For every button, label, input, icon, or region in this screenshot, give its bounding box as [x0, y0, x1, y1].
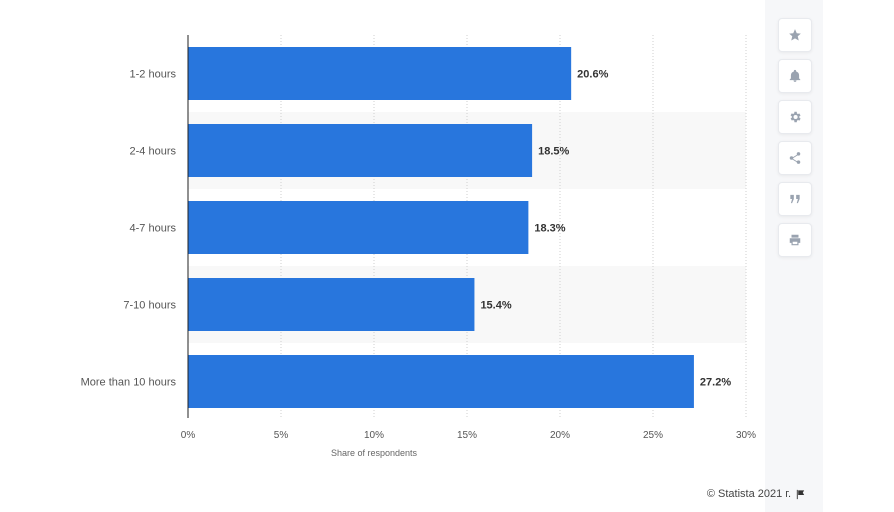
value-label: 20.6%	[577, 69, 608, 81]
category-label: More than 10 hours	[81, 377, 177, 389]
x-tick-label: 20%	[550, 430, 570, 441]
category-label: 1-2 hours	[130, 69, 177, 81]
credit-text: © Statista 2021 г.	[706, 488, 791, 500]
bar[interactable]	[188, 355, 694, 408]
bar[interactable]	[188, 124, 533, 177]
bell-icon	[789, 69, 801, 82]
notification-button[interactable]	[778, 59, 812, 93]
value-label: 15.4%	[480, 300, 511, 312]
x-tick-label: 5%	[274, 430, 289, 441]
value-label: 27.2%	[700, 377, 731, 389]
category-label: 2-4 hours	[130, 146, 177, 158]
x-tick-label: 15%	[457, 430, 477, 441]
x-axis-title: Share of respondents	[331, 448, 418, 458]
share-icon	[789, 152, 801, 164]
star-icon	[789, 29, 801, 41]
x-tick-labels: 0% 5% 10% 15% 20% 25% 30%	[181, 430, 756, 441]
share-button[interactable]	[778, 141, 812, 175]
bar[interactable]	[188, 278, 475, 331]
cite-button[interactable]	[778, 182, 812, 216]
settings-button[interactable]	[778, 100, 812, 134]
category-labels: 1-2 hours 2-4 hours 4-7 hours 7-10 hours Mor…	[81, 69, 177, 389]
print-icon	[789, 234, 801, 246]
gear-icon	[790, 111, 801, 123]
quote-icon	[790, 194, 800, 204]
bar[interactable]	[188, 201, 529, 254]
bar-chart: 1-2 hours 2-4 hours 4-7 hours 7-10 hours Mor…	[81, 35, 756, 458]
x-tick-label: 0%	[181, 430, 196, 441]
flag-icon	[796, 489, 805, 499]
print-button[interactable]	[778, 223, 812, 257]
value-labels: 20.6% 18.5% 18.3% 15.4% 27.2%	[480, 69, 731, 389]
value-label: 18.3%	[534, 223, 565, 235]
x-tick-label: 25%	[643, 430, 663, 441]
x-tick-label: 30%	[736, 430, 756, 441]
bars	[188, 47, 694, 408]
category-label: 7-10 hours	[123, 300, 176, 312]
chart-toolbar	[778, 18, 812, 257]
x-tick-label: 10%	[364, 430, 384, 441]
favorite-button[interactable]	[778, 18, 812, 52]
category-label: 4-7 hours	[130, 223, 177, 235]
value-label: 18.5%	[538, 146, 569, 158]
bar[interactable]	[188, 47, 572, 100]
statista-credit[interactable]: © Statista 2021 г.	[707, 488, 806, 500]
